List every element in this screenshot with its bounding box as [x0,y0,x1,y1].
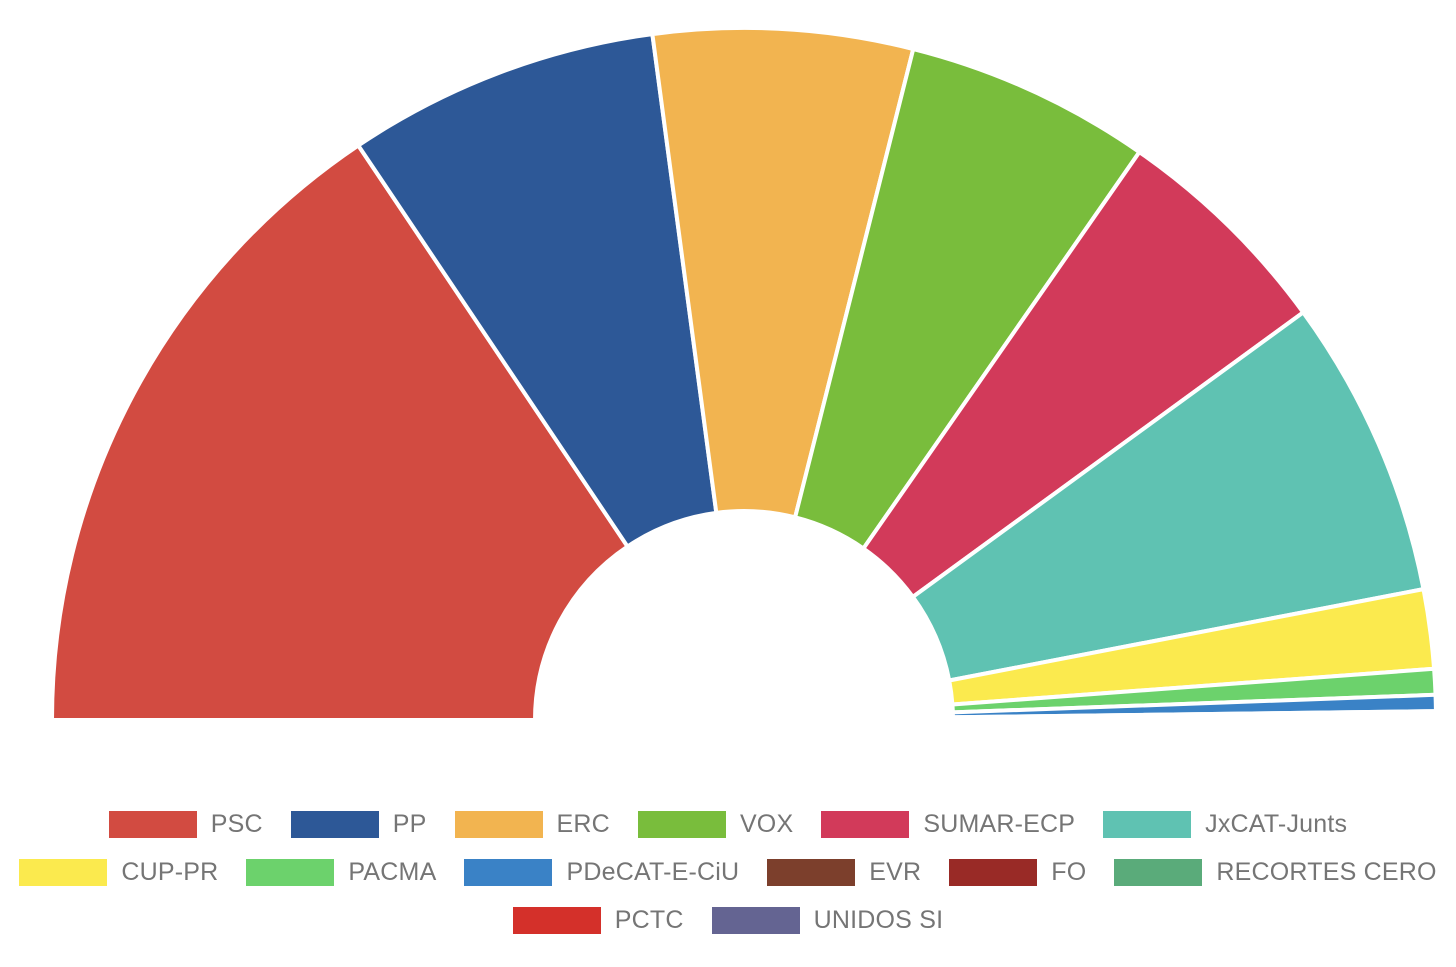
legend-swatch [1114,858,1203,886]
legend-row: CUP-PR PACMA PDeCAT-E-CiU EVR FO RECORTES CER… [0,848,1456,896]
slice-pp[interactable] [356,32,719,549]
legend-item-pdecat-e-ciu[interactable]: PDeCAT-E-CiU [464,858,739,887]
legend-swatch [767,858,856,886]
legend-label: PSC [210,809,263,838]
legend-item-pp[interactable]: PP [290,809,427,839]
legend-swatch [246,858,335,886]
slice-vox[interactable] [793,47,1142,551]
legend-label: PDeCAT-E-CiU [566,857,740,886]
chart-svg [50,26,1439,722]
legend-swatch [108,810,197,838]
legend-row: PCTC UNIDOS SI [0,896,1456,944]
legend-label: PP [392,809,427,838]
legend-item-evr[interactable]: EVR [767,858,921,887]
legend-item-pctc[interactable]: PCTC [512,905,684,935]
legend-label: PCTC [614,905,684,934]
slice-unidos-si[interactable] [951,716,1439,722]
legend: PSC PP ERC VOX SUMAR-ECP JxCAT-Junts CUP-PR PAC… [0,800,1456,944]
semicircle-chart [50,26,1439,722]
legend-label: RECORTES CERO [1216,857,1437,886]
legend-item-recortes-cero[interactable]: RECORTES CERO [1114,858,1436,887]
legend-swatch [464,858,553,886]
legend-label: EVR [869,857,922,886]
legend-swatch [637,810,726,838]
legend-row: PSC PP ERC VOX SUMAR-ECP JxCAT-Junts [0,800,1456,848]
legend-swatch [711,906,800,934]
legend-label: UNIDOS SI [813,905,944,934]
legend-item-pacma[interactable]: PACMA [246,858,436,887]
legend-item-jxcat-junts[interactable]: JxCAT-Junts [1103,810,1347,839]
legend-swatch [949,858,1038,886]
legend-label: SUMAR-ECP [923,809,1076,838]
legend-label: FO [1051,857,1087,886]
legend-swatch [454,810,543,838]
legend-item-unidos-si[interactable]: UNIDOS SI [711,905,944,935]
legend-item-fo[interactable]: FO [949,858,1086,887]
legend-swatch [290,810,379,838]
legend-swatch [512,906,601,934]
slice-psc[interactable] [50,143,630,722]
legend-label: JxCAT-Junts [1205,809,1348,838]
legend-item-vox[interactable]: VOX [637,809,794,839]
legend-item-cup-pr[interactable]: CUP-PR [19,858,218,887]
legend-label: PACMA [348,857,437,886]
legend-label: VOX [739,809,794,838]
legend-swatch [1103,810,1192,838]
slice-jxcat-junts[interactable] [910,310,1426,683]
legend-swatch [821,810,910,838]
legend-item-psc[interactable]: PSC [108,809,263,839]
slice-erc[interactable] [650,26,916,520]
legend-swatch [19,858,108,886]
legend-item-erc[interactable]: ERC [454,809,610,839]
slice-sumar-ecp[interactable] [861,150,1306,599]
legend-label: CUP-PR [121,857,219,886]
legend-label: ERC [556,809,610,838]
legend-item-sumar-ecp[interactable]: SUMAR-ECP [821,810,1075,839]
